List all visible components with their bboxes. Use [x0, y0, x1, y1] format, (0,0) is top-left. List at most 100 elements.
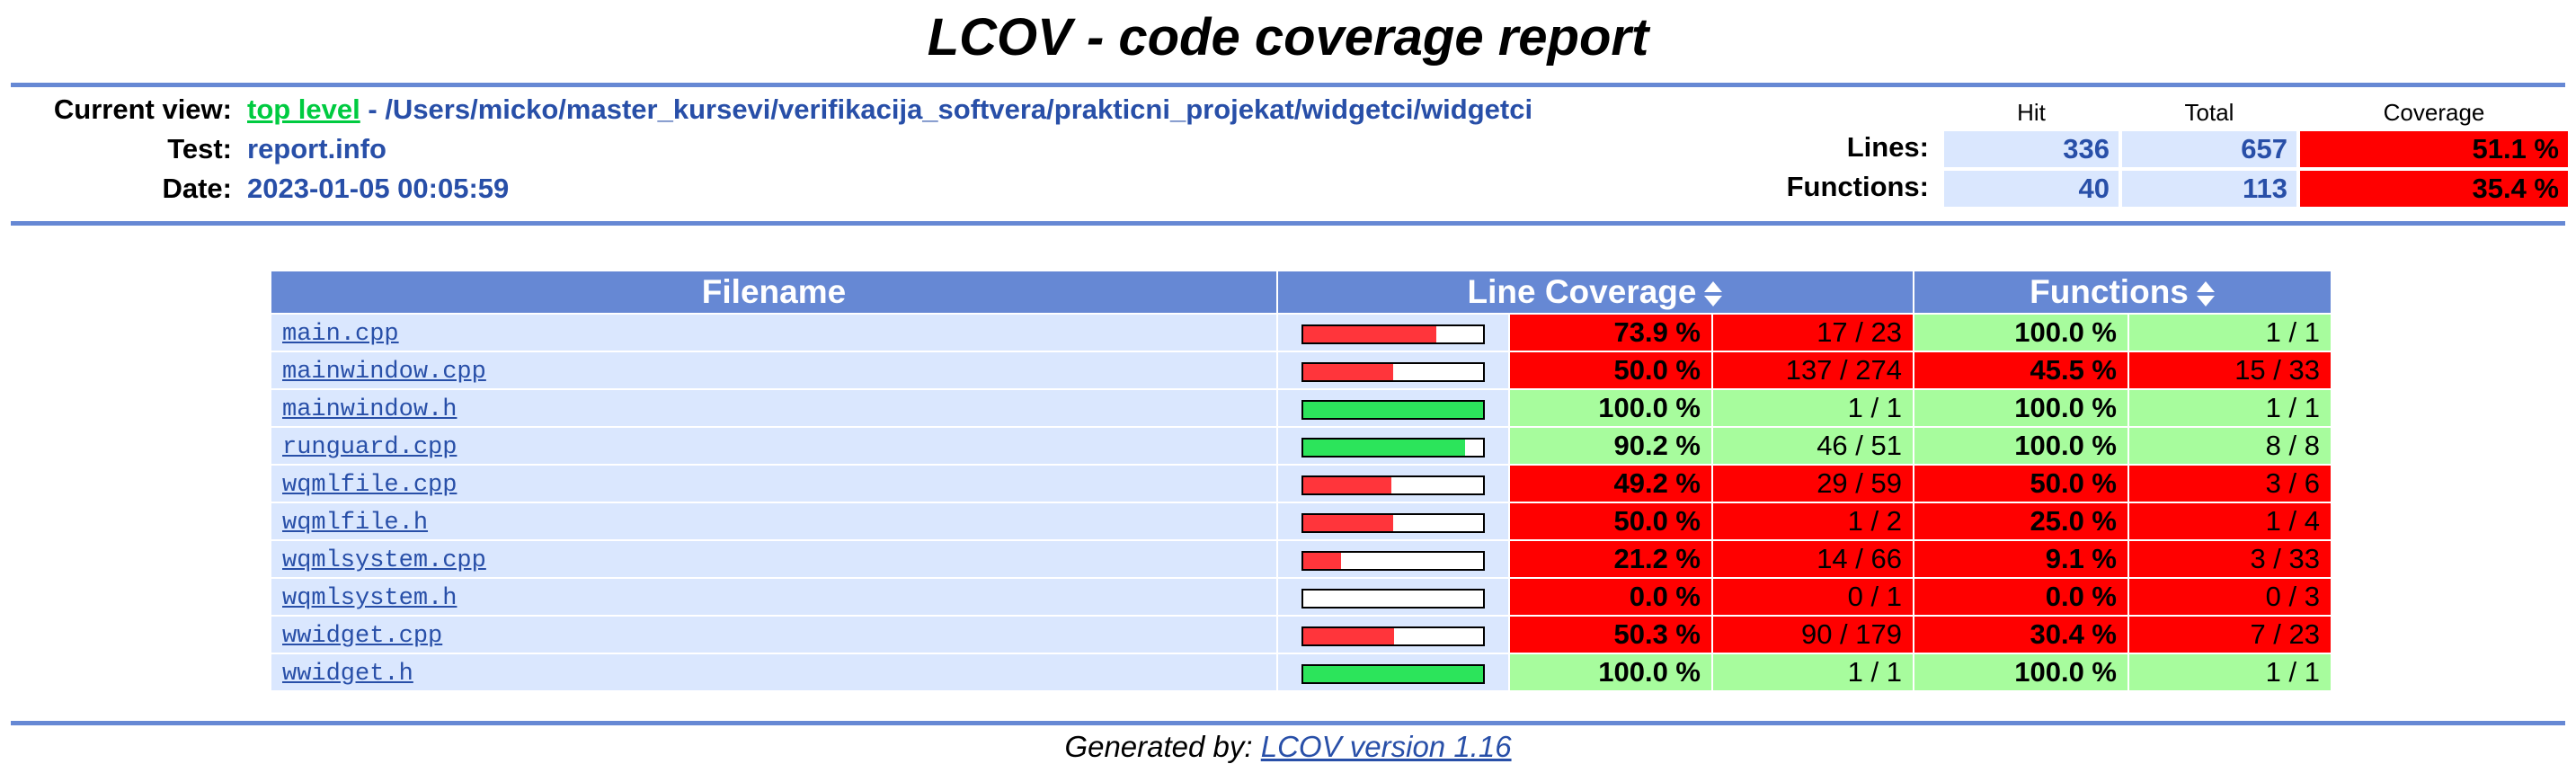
line-coverage-count: 137 / 274: [1713, 352, 1913, 388]
coverage-bar-cell: [1278, 617, 1508, 653]
coverage-bar: [1301, 399, 1485, 420]
lines-hit: 336: [1944, 131, 2119, 167]
function-coverage-count: 0 / 3: [2129, 579, 2331, 615]
coverage-bar: [1301, 512, 1485, 533]
file-link[interactable]: main.cpp: [282, 321, 399, 348]
function-coverage-count: 8 / 8: [2129, 428, 2331, 464]
function-coverage-percent: 25.0 %: [1914, 503, 2127, 539]
current-view: top level - /Users/micko/master_kursevi/…: [247, 93, 1532, 126]
file-link[interactable]: runguard.cpp: [282, 434, 457, 461]
filename-cell: wwidget.cpp: [271, 617, 1276, 653]
line-coverage-count: 1 / 2: [1713, 503, 1913, 539]
line-coverage-count: 29 / 59: [1713, 466, 1913, 502]
file-link[interactable]: wqmlsystem.cpp: [282, 547, 486, 574]
table-row: wwidget.cpp 50.3 % 90 / 179 30.4 % 7 / 23: [271, 617, 2331, 653]
sort-updown-icon[interactable]: [1703, 280, 1723, 308]
coverage-bar-cell: [1278, 466, 1508, 502]
coverage-bar: [1301, 361, 1485, 382]
function-coverage-count: 3 / 33: [2129, 541, 2331, 577]
sort-updown-icon[interactable]: [2196, 280, 2216, 308]
footer: Generated by: LCOV version 1.16: [0, 730, 2576, 764]
file-link[interactable]: wwidget.cpp: [282, 623, 443, 650]
function-coverage-percent: 50.0 %: [1914, 466, 2127, 502]
line-coverage-percent: 90.2 %: [1510, 428, 1711, 464]
file-link[interactable]: mainwindow.h: [282, 396, 457, 423]
header-rule-bottom: [11, 221, 2565, 226]
filename-cell: mainwindow.cpp: [271, 352, 1276, 388]
lines-total: 657: [2122, 131, 2296, 167]
line-coverage-count: 0 / 1: [1713, 579, 1913, 615]
line-coverage-count: 46 / 51: [1713, 428, 1913, 464]
coverage-bar-fill: [1303, 363, 1393, 380]
test-value: report.info: [247, 133, 386, 164]
table-row: main.cpp 73.9 % 17 / 23 100.0 % 1 / 1: [271, 315, 2331, 351]
coverage-bar-cell: [1278, 503, 1508, 539]
coverage-bar-cell: [1278, 428, 1508, 464]
page-title: LCOV - code coverage report: [927, 8, 1649, 67]
coverage-bar-fill: [1303, 325, 1436, 342]
functions-coverage: 35.4 %: [2300, 171, 2568, 207]
table-row: wqmlfile.cpp 49.2 % 29 / 59 50.0 % 3 / 6: [271, 466, 2331, 502]
coverage-table: Filename Line Coverage Functions main.cp…: [270, 270, 2332, 692]
filename-cell: wqmlfile.cpp: [271, 466, 1276, 502]
coverage-bar: [1301, 437, 1485, 458]
line-coverage-percent: 50.0 %: [1510, 352, 1711, 388]
line-coverage-percent: 21.2 %: [1510, 541, 1711, 577]
function-coverage-percent: 100.0 %: [1914, 315, 2127, 351]
function-coverage-count: 15 / 33: [2129, 352, 2331, 388]
top-level-link[interactable]: top level: [247, 93, 360, 125]
total-header: Total: [2184, 99, 2234, 126]
line-coverage-count: 90 / 179: [1713, 617, 1913, 653]
function-coverage-percent: 100.0 %: [1914, 390, 2127, 426]
filename-cell: wqmlsystem.cpp: [271, 541, 1276, 577]
function-coverage-percent: 45.5 %: [1914, 352, 2127, 388]
coverage-bar: [1301, 550, 1485, 571]
coverage-bar-fill: [1303, 552, 1342, 569]
coverage-bar-cell: [1278, 390, 1508, 426]
file-link[interactable]: mainwindow.cpp: [282, 359, 486, 386]
table-row: wwidget.h 100.0 % 1 / 1 100.0 % 1 / 1: [271, 654, 2331, 690]
lines-coverage: 51.1 %: [2300, 131, 2568, 167]
functions-header[interactable]: Functions: [1914, 271, 2331, 313]
generated-label: Generated by:: [1064, 730, 1261, 763]
function-coverage-count: 7 / 23: [2129, 617, 2331, 653]
function-coverage-count: 1 / 4: [2129, 503, 2331, 539]
filename-cell: wqmlfile.h: [271, 503, 1276, 539]
hit-header: Hit: [2017, 99, 2046, 126]
date-label: Date:: [162, 173, 232, 204]
function-coverage-count: 1 / 1: [2129, 654, 2331, 690]
function-coverage-percent: 0.0 %: [1914, 579, 2127, 615]
line-coverage-percent: 100.0 %: [1510, 390, 1711, 426]
coverage-bar-fill: [1303, 401, 1483, 418]
filename-cell: wqmlsystem.h: [271, 579, 1276, 615]
line-coverage-count: 14 / 66: [1713, 541, 1913, 577]
line-coverage-percent: 50.3 %: [1510, 617, 1711, 653]
function-coverage-count: 1 / 1: [2129, 390, 2331, 426]
date-value: 2023-01-05 00:05:59: [247, 173, 510, 204]
coverage-bar-fill: [1303, 665, 1483, 682]
line-coverage-header[interactable]: Line Coverage: [1278, 271, 1913, 313]
filename-cell: main.cpp: [271, 315, 1276, 351]
coverage-bar: [1301, 588, 1485, 609]
function-coverage-percent: 100.0 %: [1914, 428, 2127, 464]
file-link[interactable]: wqmlsystem.h: [282, 585, 457, 612]
coverage-bar-cell: [1278, 315, 1508, 351]
table-row: wqmlsystem.h 0.0 % 0 / 1 0.0 % 0 / 3: [271, 579, 2331, 615]
function-coverage-percent: 30.4 %: [1914, 617, 2127, 653]
functions-total: 113: [2122, 171, 2296, 207]
filename-cell: wwidget.h: [271, 654, 1276, 690]
lines-label: Lines:: [1846, 131, 1929, 163]
coverage-bar-cell: [1278, 352, 1508, 388]
file-link[interactable]: wqmlfile.h: [282, 510, 429, 537]
coverage-bar-cell: [1278, 654, 1508, 690]
lcov-version-link[interactable]: LCOV version 1.16: [1260, 730, 1512, 763]
coverage-header: Coverage: [2383, 99, 2485, 126]
line-coverage-count: 1 / 1: [1713, 390, 1913, 426]
line-coverage-percent: 100.0 %: [1510, 654, 1711, 690]
file-link[interactable]: wqmlfile.cpp: [282, 472, 457, 499]
filename-header: Filename: [271, 271, 1276, 313]
header-rule-top: [11, 83, 2565, 87]
coverage-bar-cell: [1278, 541, 1508, 577]
line-coverage-count: 1 / 1: [1713, 654, 1913, 690]
file-link[interactable]: wwidget.h: [282, 661, 413, 688]
